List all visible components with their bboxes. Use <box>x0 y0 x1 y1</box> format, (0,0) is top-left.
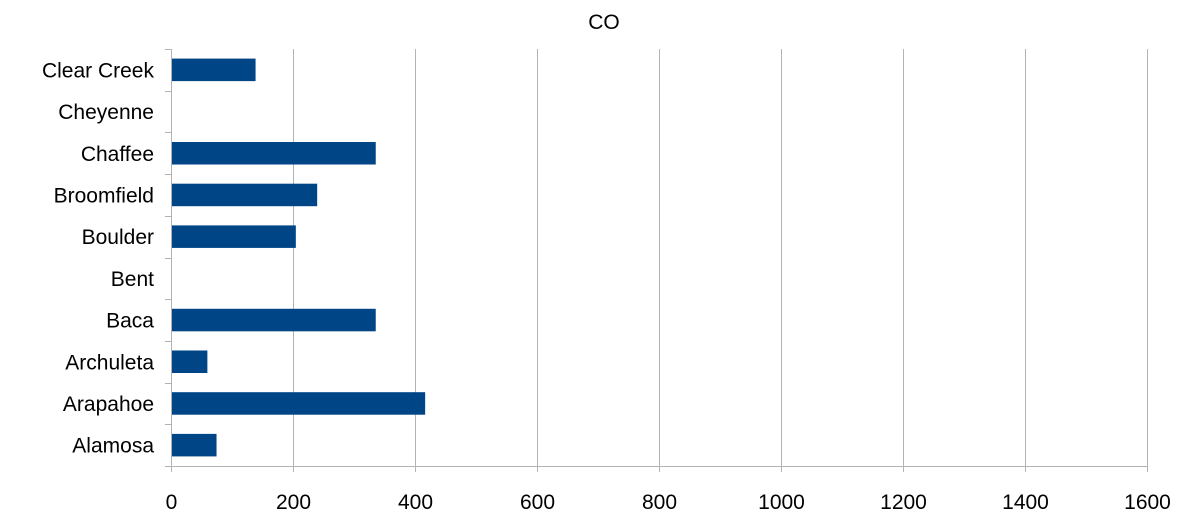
x-tick-label: 200 <box>276 491 311 514</box>
y-tick-label: Baca <box>106 310 154 333</box>
y-tick-label: Chaffee <box>81 143 154 166</box>
y-tick-label: Arapahoe <box>63 393 154 416</box>
x-tick-label: 800 <box>642 491 677 514</box>
chart-title: CO <box>588 11 620 34</box>
bar-baca <box>172 308 376 332</box>
bar-arapahoe <box>172 392 426 415</box>
y-tick-label: Archuleta <box>65 351 154 374</box>
y-tick-label: Cheyenne <box>58 101 154 124</box>
x-tick-label: 1200 <box>880 491 927 514</box>
y-tick-label: Broomfield <box>54 184 154 207</box>
bar-archuleta <box>172 350 208 374</box>
bars <box>172 58 426 457</box>
bar-boulder <box>172 225 296 248</box>
y-tick-label: Alamosa <box>72 435 154 458</box>
x-tick-label: 1400 <box>1002 491 1049 514</box>
x-tick-labels: 0 200 400 600 800 1000 1200 1400 1600 <box>166 491 1171 514</box>
y-tick-label: Clear Creek <box>42 59 155 82</box>
gridlines <box>171 49 1148 472</box>
y-tick-label: Boulder <box>82 226 154 249</box>
bar-clear-creek <box>172 58 256 82</box>
y-tick-label: Bent <box>111 268 154 291</box>
bar-broomfield <box>172 183 318 207</box>
x-tick-label: 1000 <box>758 491 805 514</box>
x-tick-label: 1600 <box>1124 491 1171 514</box>
bar-chaffee <box>172 141 376 165</box>
x-tick-label: 400 <box>398 491 433 514</box>
axes <box>165 49 1147 467</box>
y-tick-labels: Alamosa Arapahoe Archuleta Baca Bent Boulder B… <box>42 59 155 457</box>
x-tick-label: 600 <box>520 491 555 514</box>
bar-alamosa <box>172 433 217 457</box>
x-tick-label: 0 <box>166 491 178 514</box>
